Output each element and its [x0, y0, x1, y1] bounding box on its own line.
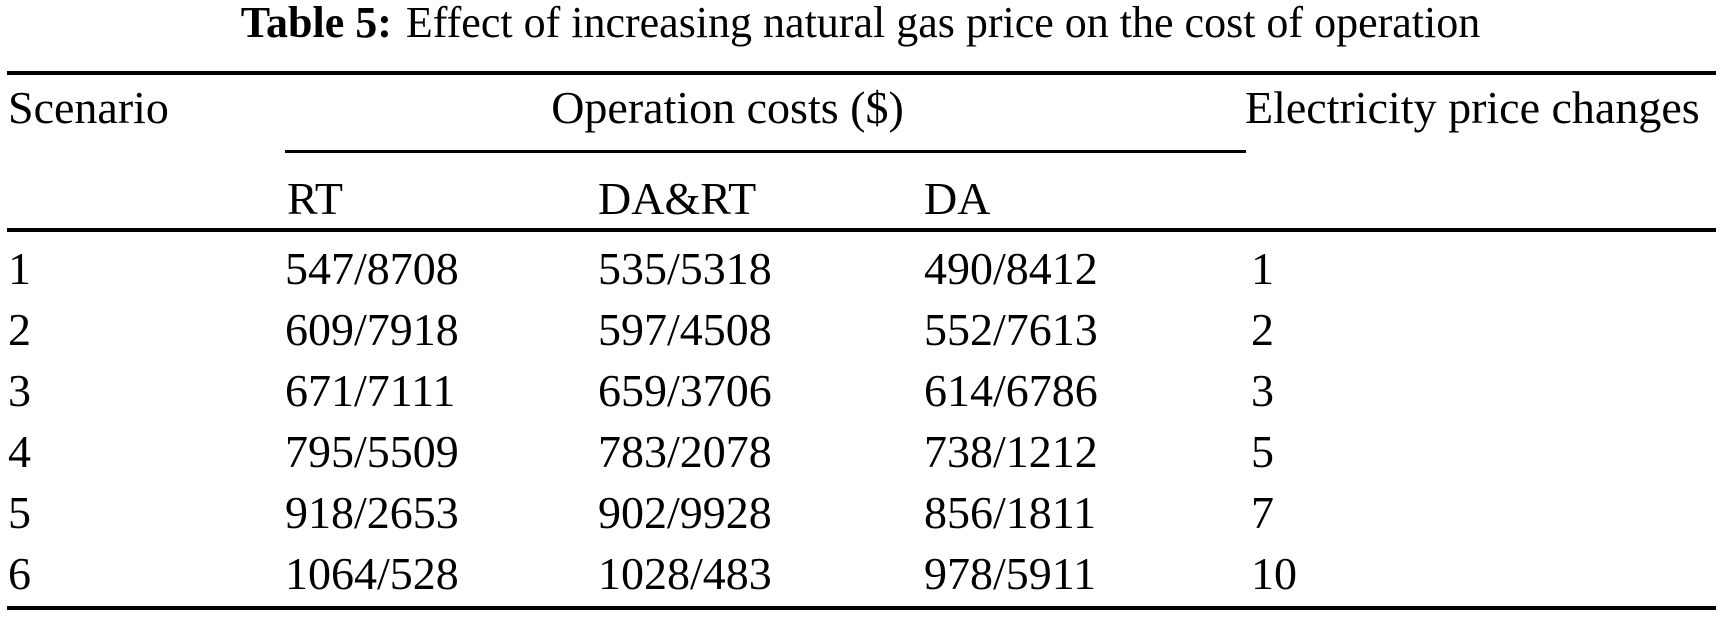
cell-electricity-price-change: 2 — [1251, 304, 1274, 355]
table-caption: Table 5: Effect of increasing natural gas… — [0, 1, 1721, 45]
cell-da-rt: 902/9928 — [598, 487, 772, 538]
cell-da: 978/5911 — [924, 548, 1097, 599]
table-row: 5 918/2653 902/9928 856/1811 7 — [0, 490, 1721, 540]
top-rule — [7, 71, 1716, 75]
cell-rt: 1064/528 — [285, 548, 459, 599]
cell-da-rt: 783/2078 — [598, 426, 772, 477]
cell-scenario: 2 — [8, 304, 31, 355]
cell-da: 738/1212 — [924, 426, 1098, 477]
cell-scenario: 6 — [8, 548, 31, 599]
bottom-rule — [7, 606, 1716, 610]
table-row: 4 795/5509 783/2078 738/1212 5 — [0, 429, 1721, 479]
cell-da-rt: 597/4508 — [598, 304, 772, 355]
cell-electricity-price-change: 3 — [1251, 365, 1274, 416]
cell-electricity-price-change: 1 — [1251, 243, 1274, 294]
column-group-header-operation-costs: Operation costs ($) — [551, 82, 904, 133]
cell-rt: 609/7918 — [285, 304, 459, 355]
cell-electricity-price-change: 7 — [1251, 487, 1274, 538]
cell-scenario: 5 — [8, 487, 31, 538]
cell-da-rt: 535/5318 — [598, 243, 772, 294]
column-header-electricity-price-changes: Electricity price changes — [1245, 82, 1700, 133]
table-row: 6 1064/528 1028/483 978/5911 10 — [0, 551, 1721, 601]
cell-rt: 671/7111 — [285, 365, 456, 416]
cell-scenario: 3 — [8, 365, 31, 416]
cell-da: 856/1811 — [924, 487, 1097, 538]
column-header-scenario: Scenario — [8, 82, 169, 133]
table-caption-label: Table 5: — [240, 0, 392, 47]
table-caption-text: Effect of increasing natural gas price o… — [405, 0, 1481, 47]
table-row: 1 547/8708 535/5318 490/8412 1 — [0, 246, 1721, 296]
cell-rt: 547/8708 — [285, 243, 459, 294]
cell-da: 490/8412 — [924, 243, 1098, 294]
cell-scenario: 1 — [8, 243, 31, 294]
table-row: 2 609/7918 597/4508 552/7613 2 — [0, 307, 1721, 357]
table-row: 3 671/7111 659/3706 614/6786 3 — [0, 368, 1721, 418]
cell-rt: 918/2653 — [285, 487, 459, 538]
cell-da: 552/7613 — [924, 304, 1098, 355]
cell-da-rt: 659/3706 — [598, 365, 772, 416]
column-header-rt: RT — [287, 173, 344, 224]
header-separator-rule — [7, 228, 1716, 232]
cell-da-rt: 1028/483 — [598, 548, 772, 599]
group-header-underline-rule — [285, 150, 1246, 153]
column-header-da-rt: DA&RT — [598, 173, 757, 224]
cell-scenario: 4 — [8, 426, 31, 477]
cell-electricity-price-change: 5 — [1251, 426, 1274, 477]
cell-electricity-price-change: 10 — [1251, 548, 1297, 599]
column-header-da: DA — [924, 173, 991, 224]
cell-rt: 795/5509 — [285, 426, 459, 477]
cell-da: 614/6786 — [924, 365, 1098, 416]
